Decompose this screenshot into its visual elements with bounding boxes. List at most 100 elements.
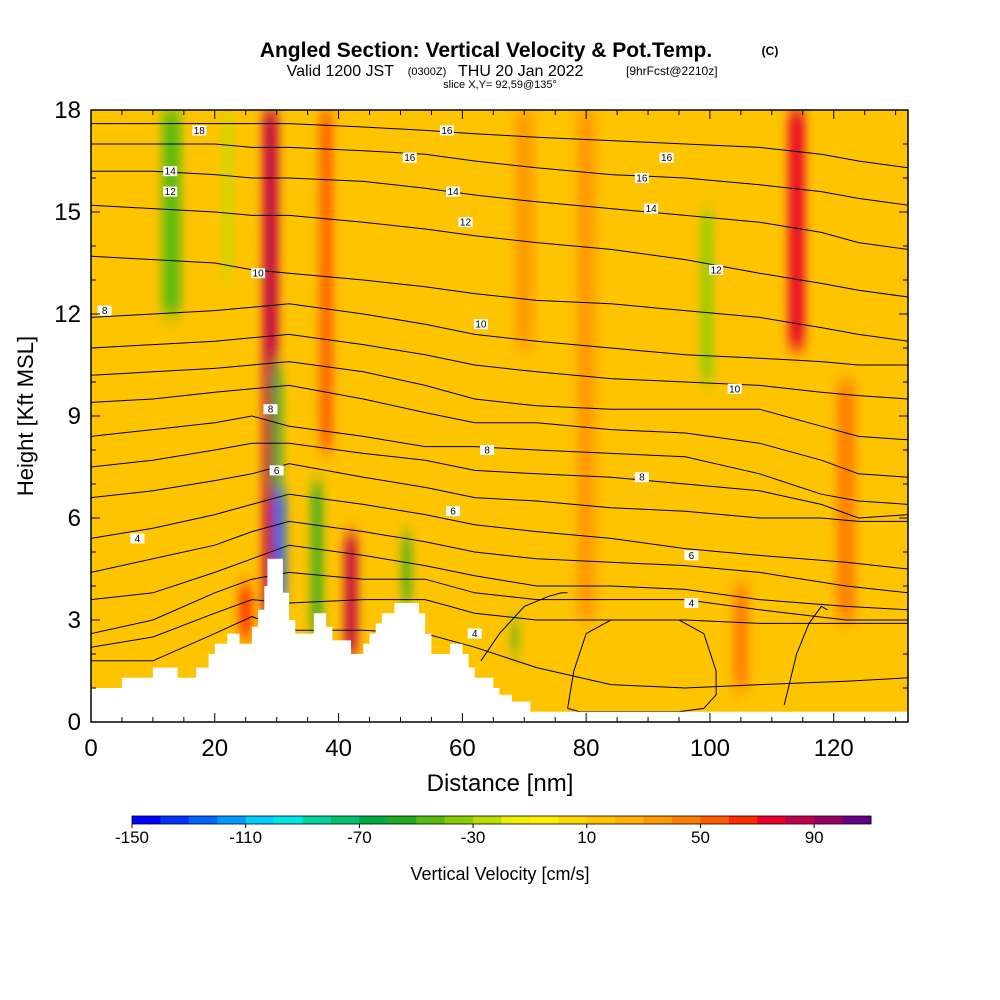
velocity-band [320,110,333,450]
x-tick-label: 100 [690,735,730,762]
x-tick-label: 0 [84,735,97,762]
theta-contour [91,143,908,206]
y-axis-label: Height [Kft MSL] [13,336,38,496]
contour-label: 4 [689,599,695,610]
colorbar-swatch [700,816,730,824]
contour-label: 8 [639,473,645,484]
theta-contour-loop [480,592,568,662]
contour-label-bg [446,506,461,517]
forecast-info: [9hrFcst@2210z] [626,64,718,78]
chart-title-unit: (C) [762,44,779,58]
contour-label-bg [727,383,742,394]
contour-label: 16 [636,174,648,185]
contour-label: 6 [450,507,456,518]
colorbar-swatch [757,816,787,824]
velocity-band [344,535,358,654]
contour-label-bg [458,217,473,228]
contour-label: 14 [165,167,177,178]
contour-label: 8 [484,446,490,457]
contour-label-bg [402,152,417,163]
theta-contour [91,361,908,441]
y-tick-label: 12 [54,301,81,328]
velocity-band [223,110,231,280]
axes: 0 3 6 9 12 15 18 0 20 40 60 80 100 120 [54,97,908,762]
velocity-band [311,484,322,637]
contour-label: 16 [441,126,453,137]
x-tick-label: 120 [814,735,854,762]
contour-label-bg [659,152,674,163]
colorbar-swatch [359,816,389,824]
theta-contour [91,123,908,169]
colorbar-tick-label: -150 [115,828,149,847]
contour-label-bg [97,305,112,316]
y-tick-label: 3 [68,607,81,634]
velocity-band [514,110,534,348]
contour-label: 8 [102,306,108,317]
colorbar-tick-label: 10 [577,828,596,847]
contour-label: 12 [165,187,177,198]
contour-label: 14 [646,204,658,215]
contour-label: 10 [253,269,265,280]
theta-contours [91,123,908,713]
theta-contour [91,520,908,594]
colorbar-swatch [245,816,275,824]
colorbar-swatch [132,816,161,824]
contour-label: 8 [268,405,274,416]
terrain [91,558,908,722]
velocity-band [836,382,856,620]
contour-label: 4 [472,629,478,640]
contour-label-bg [130,533,145,544]
contour-label: 4 [135,534,141,545]
theta-contour [91,442,908,519]
theta-contour [91,493,908,570]
valid-time-date: THU 20 Jan 2022 [458,63,584,80]
theta-contour [91,599,908,648]
colorbar-swatch [643,816,673,824]
colorbar-swatch [217,816,247,824]
colorbar-swatch [814,816,844,824]
colorbar-swatch [387,816,417,824]
velocity-band [788,110,805,348]
theta-contour [91,384,908,478]
velocity-band [733,586,749,688]
x-axis-label: Distance [nm] [427,770,574,797]
slice-info: slice X,Y= 92,59@135° [443,79,557,91]
contour-label-bg [163,186,178,197]
theta-contour [91,571,908,635]
y-tick-label: 9 [68,403,81,430]
colorbar-swatch [842,816,872,824]
velocity-band [272,365,282,491]
colorbar-swatch [444,816,474,824]
velocity-band [701,212,713,382]
colorbar-tick-label: -30 [461,828,486,847]
colorbar-swatch [416,816,446,824]
velocity-band [162,110,181,314]
x-tick-label: 20 [201,735,228,762]
contour-label-bg [709,264,724,275]
colorbar-swatch [558,816,588,824]
contour-label-bg [467,628,482,639]
theta-contour [91,544,908,611]
contour-label: 12 [711,265,723,276]
theta-contour [91,303,908,366]
contour-label-bg [634,472,649,483]
colorbar-swatch [785,816,815,824]
contour-label-bg [269,465,284,476]
contour-label-bg [473,319,488,330]
theta-contour [91,616,908,689]
contour-label: 16 [404,153,416,164]
colorbar-swatch [728,816,758,824]
plot-area: 18 16 16 16 16 14 14 14 12 12 12 10 10 10 8 8 8 8 6 6 6 4 4 4 [91,110,908,722]
theta-contour-loop [783,605,828,706]
theta-contour [91,415,908,505]
velocity-band [576,110,596,620]
contour-label: 18 [194,126,206,137]
chart-title: Angled Section: Vertical Velocity & Pot.… [260,39,712,62]
colorbar-label: Vertical Velocity [cm/s] [410,864,589,884]
theta-contour [91,204,908,298]
contour-label-bg [644,203,659,214]
contour-label: 16 [661,153,673,164]
contour-label-bg [439,125,454,136]
y-tick-label: 15 [54,199,81,226]
contour-label: 10 [475,320,487,331]
